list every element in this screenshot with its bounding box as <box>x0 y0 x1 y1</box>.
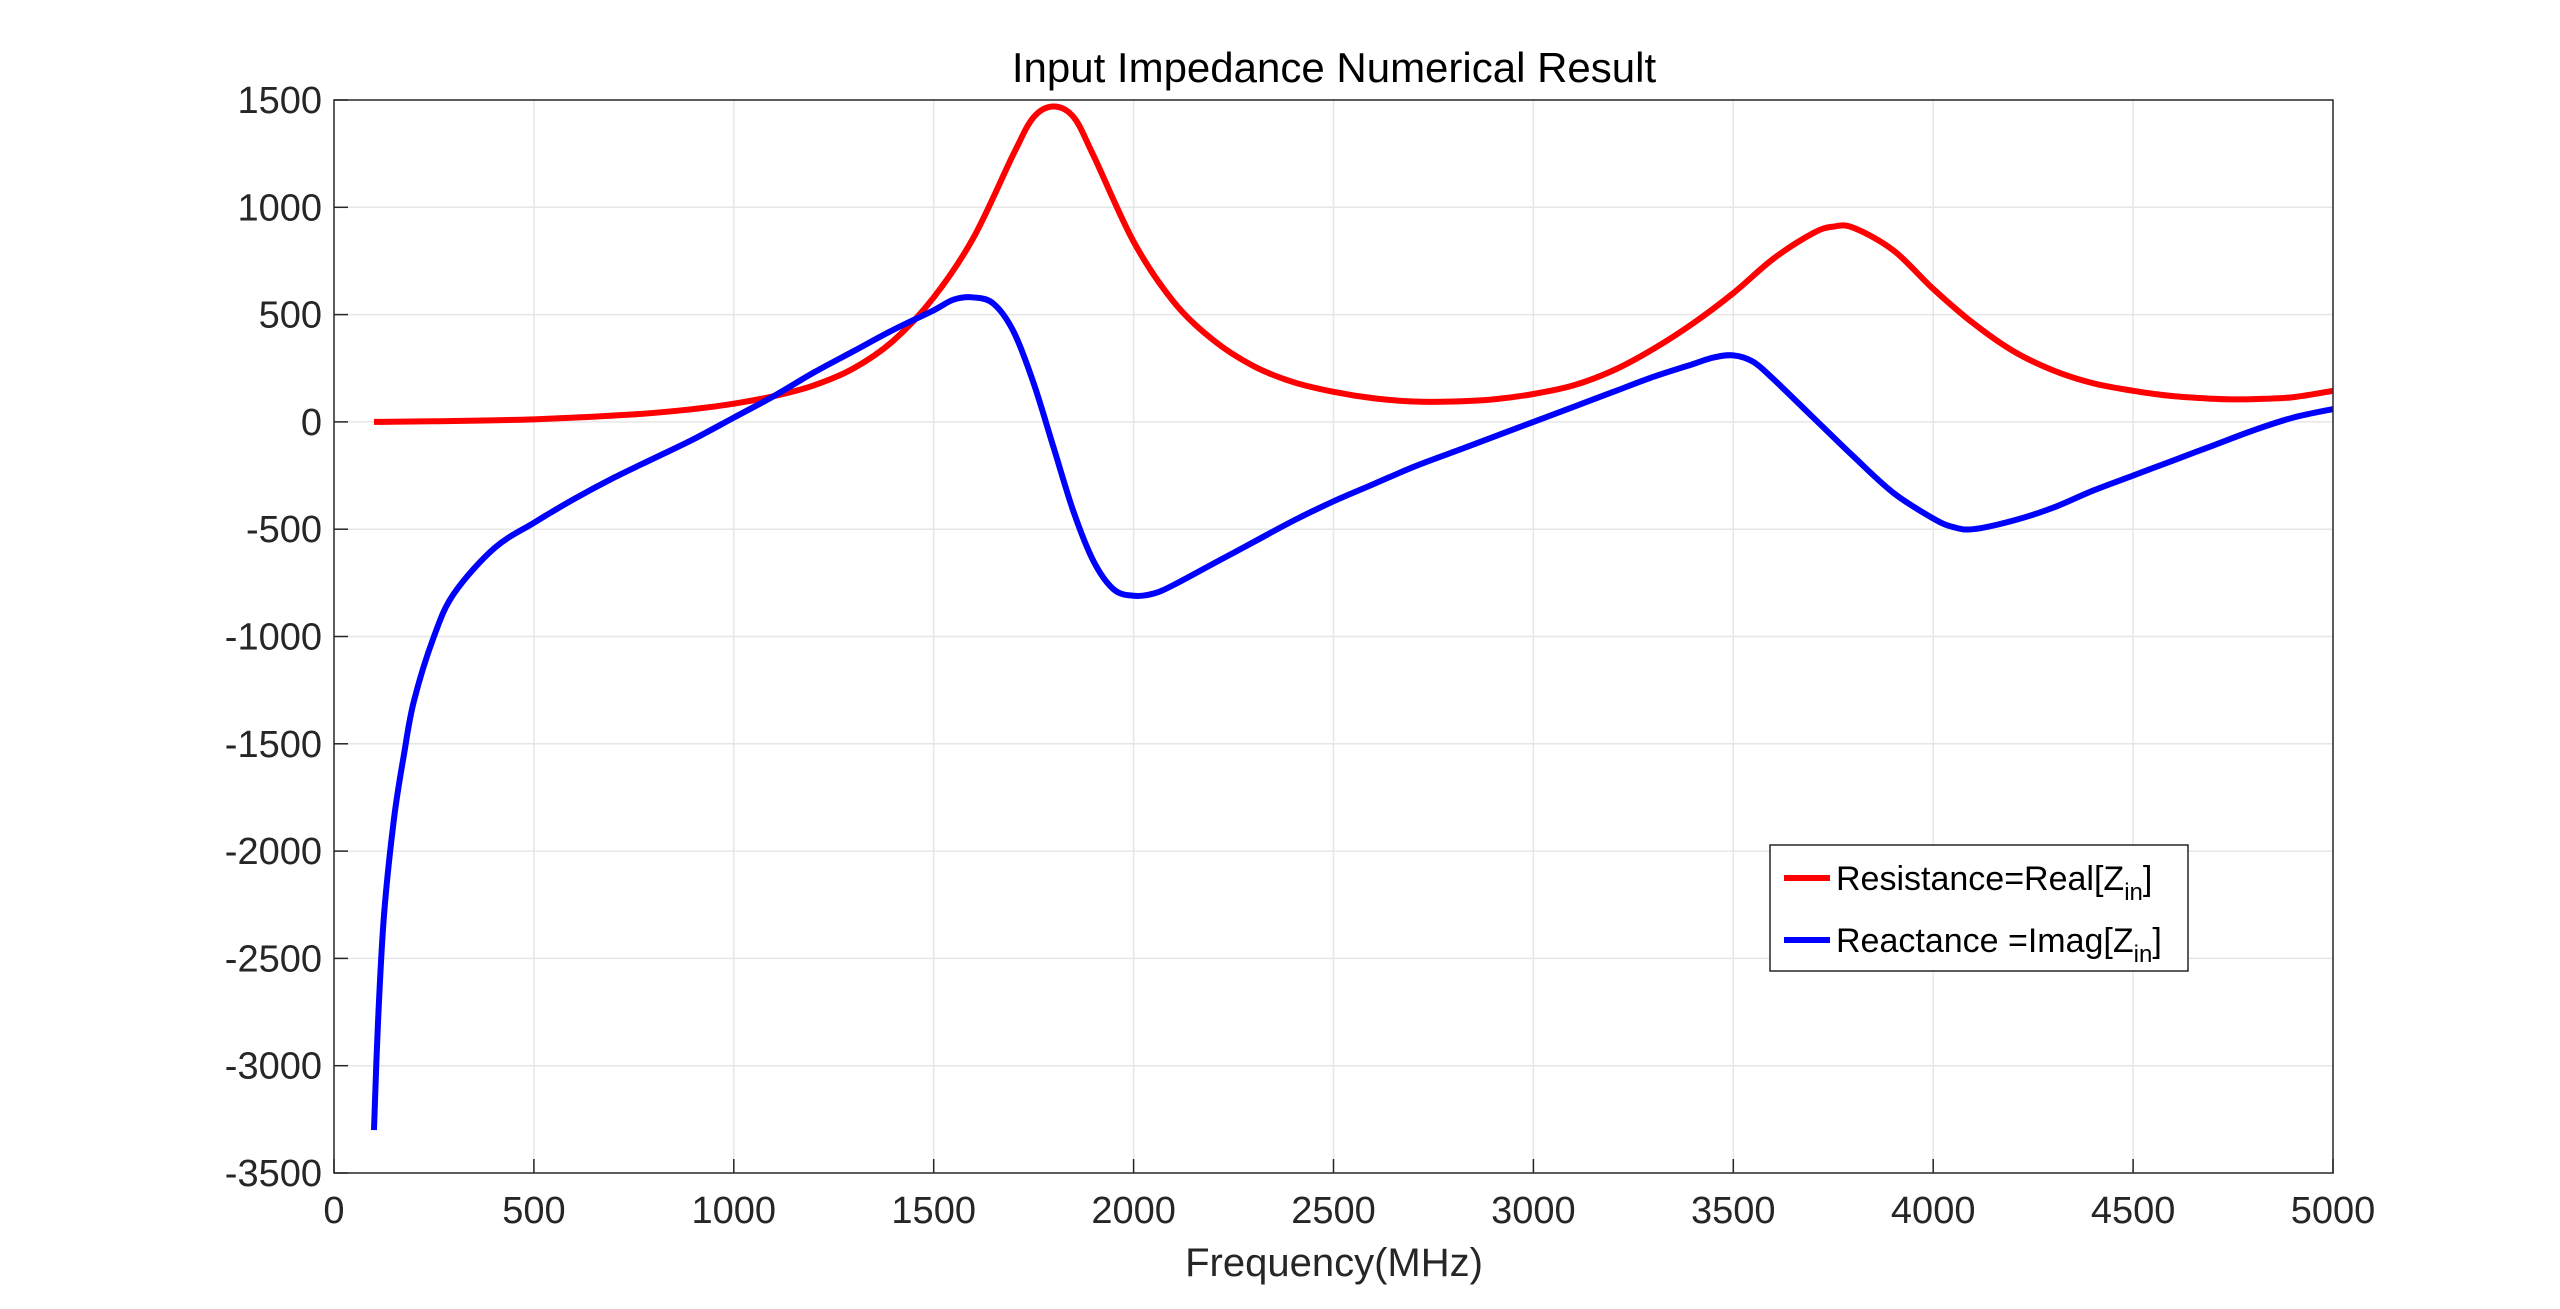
x-tick-label: 3500 <box>1691 1190 1776 1232</box>
x-tick-label: 3000 <box>1491 1190 1576 1232</box>
y-tick-label: 1500 <box>237 80 322 122</box>
y-tick-label: 1000 <box>237 187 322 229</box>
y-tick-label: -2500 <box>225 938 322 980</box>
legend-entry-resistance: Resistance=Real[Zin] <box>1784 860 2152 906</box>
axis-ticks <box>333 99 2334 1174</box>
legend-entry-reactance: Reactance =Imag[Zin] <box>1784 922 2162 968</box>
x-tick-label: 1500 <box>891 1190 976 1232</box>
legend-label-main: Resistance=Real[Z <box>1836 860 2124 898</box>
y-tick-label: 0 <box>301 402 322 444</box>
x-tick-label: 2000 <box>1091 1190 1176 1232</box>
x-tick-label: 4500 <box>2091 1190 2176 1232</box>
y-tick-label: -2000 <box>225 831 322 873</box>
x-tick-label: 2500 <box>1291 1190 1376 1232</box>
y-tick-label: 500 <box>259 295 322 337</box>
x-tick-label: 4000 <box>1891 1190 1976 1232</box>
legend-label-main: Reactance =Imag[Z <box>1836 922 2134 960</box>
y-tick-label: -3500 <box>225 1153 322 1195</box>
legend: Resistance=Real[Zin]Reactance =Imag[Zin] <box>1769 844 2189 972</box>
chart-title: Input Impedance Numerical Result <box>1012 44 1657 91</box>
y-tick-label: -3000 <box>225 1046 322 1088</box>
legend-label-subscript: in <box>2134 941 2153 968</box>
legend-label: Reactance =Imag[Zin] <box>1836 922 2162 968</box>
legend-label: Resistance=Real[Zin] <box>1836 860 2152 906</box>
y-tick-label: -500 <box>246 509 322 551</box>
legend-label-close: ] <box>2152 922 2161 960</box>
x-tick-labels: 0 500 1000 1500 2000 2500 3000 3500 4000 4500 5000 <box>323 1190 2375 1232</box>
x-tick-label: 1000 <box>692 1190 777 1232</box>
y-tick-label: -1500 <box>225 724 322 766</box>
reactance-line <box>370 294 2334 1131</box>
x-tick-label: 500 <box>502 1190 565 1232</box>
y-tick-labels: 1500 1000 500 0 -500 -1000 -1500 -2000 -2500 -300… <box>225 80 322 1195</box>
x-axis-label: Frequency(MHz) <box>1185 1241 1483 1285</box>
resistance-line <box>373 103 2334 425</box>
y-tick-label: -1000 <box>225 617 322 659</box>
x-tick-label: 5000 <box>2291 1190 2376 1232</box>
series-layer <box>370 103 2334 1131</box>
legend-label-subscript: in <box>2124 879 2143 906</box>
legend-box <box>1769 844 2189 972</box>
x-tick-label: 0 <box>323 1190 344 1232</box>
legend-label-close: ] <box>2143 860 2152 898</box>
